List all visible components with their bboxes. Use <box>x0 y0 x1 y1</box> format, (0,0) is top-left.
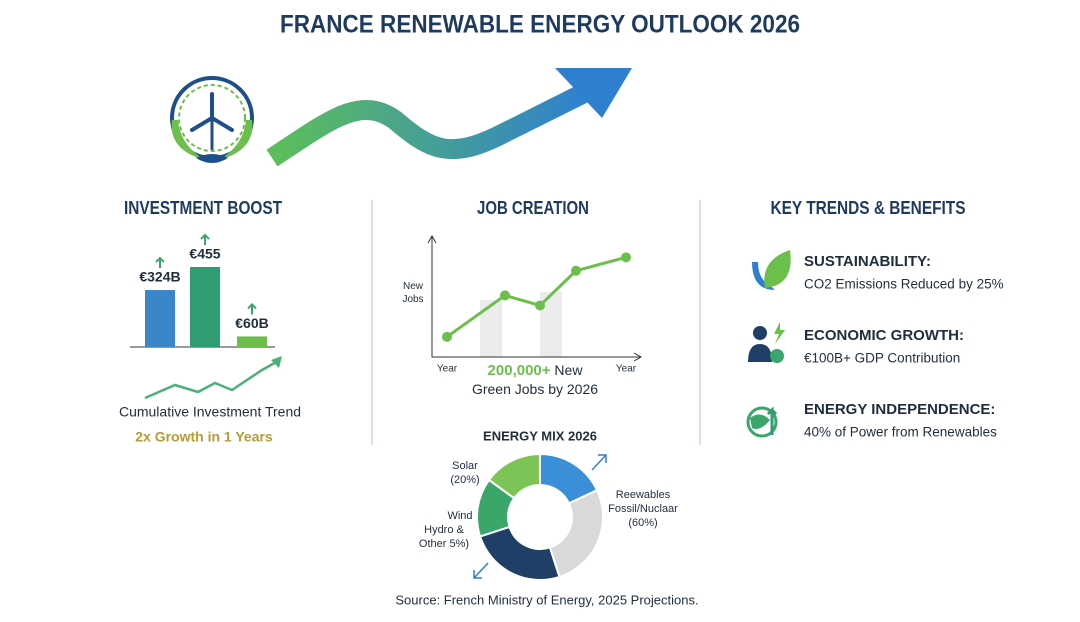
bar <box>190 267 220 347</box>
bar <box>145 290 175 347</box>
pie-slice <box>487 452 541 500</box>
point <box>442 331 452 342</box>
pie-label-box: Reewables Fossil/Nuclaar (60%) <box>608 489 678 529</box>
growth-arrow <box>266 68 632 167</box>
line <box>446 255 627 339</box>
pie-slice <box>548 488 604 579</box>
job-caption: 200,000+ New Green Jobs by 2026 <box>468 362 603 398</box>
leaf-icon <box>752 250 791 290</box>
trend-line <box>144 356 282 400</box>
backdrop-bar <box>540 292 562 357</box>
trend-title: ECONOMIC GROWTH: <box>804 327 964 344</box>
caption: Cumulative Investment Trend <box>119 404 301 420</box>
pie-slice <box>478 525 561 581</box>
pie-label-box: Solar (20%) <box>450 460 480 486</box>
x-tick-label: Year <box>616 364 637 375</box>
trend-title: SUSTAINABILITY: <box>804 253 931 270</box>
point <box>500 290 510 301</box>
bar <box>237 336 267 347</box>
y-axis-label-box: New Jobs <box>402 281 424 305</box>
backdrop-bar <box>480 300 502 357</box>
highlight: 2x Growth in 1 Years <box>135 429 273 445</box>
pie-label-box: Wind <box>447 510 473 522</box>
up-arrow <box>200 233 210 245</box>
value-label: €324B <box>139 269 180 285</box>
trend-text: CO2 Emissions Reduced by 25% <box>804 277 1004 292</box>
globe-icon <box>746 406 778 438</box>
value-label: €60B <box>235 315 268 331</box>
pie-arrow <box>473 562 489 579</box>
title: FRANCE RENEWABLE ENERGY OUTLOOK 2026 <box>280 11 800 39</box>
section-heading: KEY TRENDS & BENEFITS <box>771 198 966 218</box>
y-axis-label: New Jobs <box>402 281 424 305</box>
point <box>571 265 581 276</box>
job-caption-text: New Green Jobs by 2026 <box>471 362 599 397</box>
pie-label: Solar (20%) <box>450 460 480 486</box>
x-tick-label: Year <box>437 364 458 375</box>
point <box>621 252 631 263</box>
pie-label: Reewables Fossil/Nuclaar (60%) <box>608 489 678 529</box>
trend-text: 40% of Power from Renewables <box>804 425 997 440</box>
growth-icon <box>748 322 785 363</box>
point <box>535 300 545 311</box>
trend-text: €100B+ GDP Contribution <box>804 351 960 366</box>
pie-label-box: Hydro & Other 5%) <box>418 524 470 550</box>
value-label: €455 <box>189 246 220 262</box>
up-arrow <box>247 303 257 315</box>
job-highlight: 200,000+ <box>487 362 551 379</box>
job-caption-box: 200,000+ New Green Jobs by 2026 <box>468 362 603 398</box>
section-heading: JOB CREATION <box>477 198 589 218</box>
axis-arrow <box>427 234 643 362</box>
section-heading: INVESTMENT BOOST <box>124 198 282 218</box>
pie-arrow <box>591 454 607 471</box>
up-arrow <box>155 256 165 269</box>
logo <box>170 76 254 163</box>
pie-label: Wind <box>447 510 473 522</box>
axis <box>431 237 640 358</box>
source-note: Source: French Ministry of Energy, 2025 … <box>395 592 698 607</box>
section-heading: ENERGY MIX 2026 <box>483 428 597 443</box>
pie-label: Hydro & Other 5%) <box>418 524 470 550</box>
trend-title: ENERGY INDEPENDENCE: <box>804 401 995 418</box>
